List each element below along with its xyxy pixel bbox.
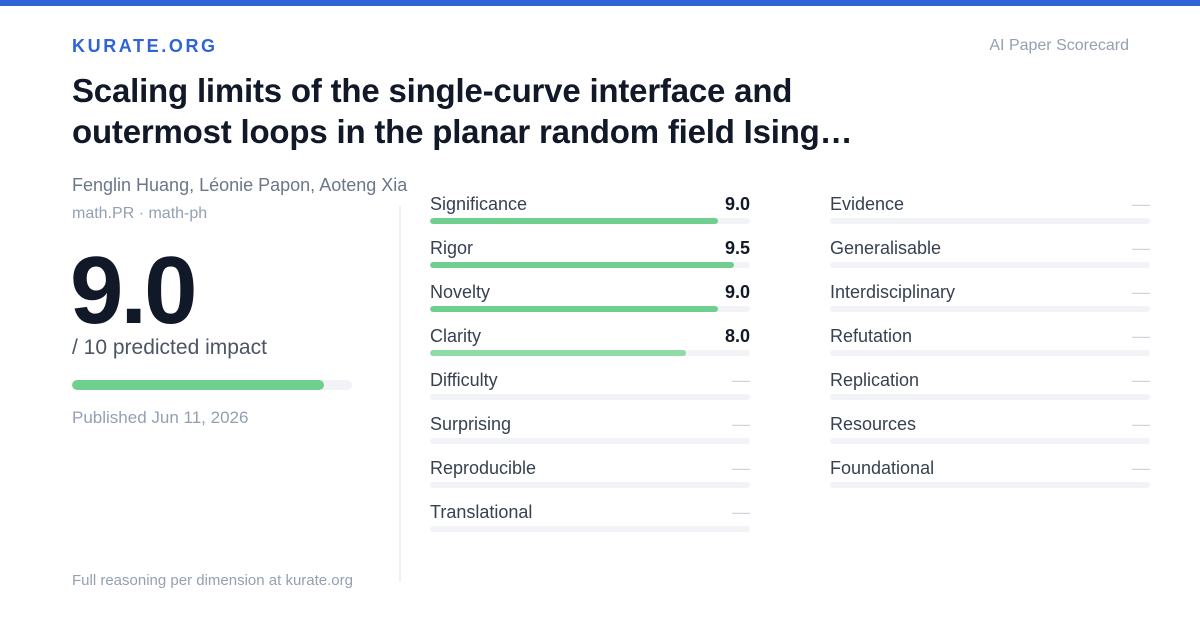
column-divider <box>399 206 401 582</box>
metric-name: Novelty <box>430 282 491 302</box>
metric-rigor: Rigor 9.5 <box>430 236 750 280</box>
metric-name: Refutation <box>830 326 913 346</box>
metric-refutation: Refutation — <box>830 324 1150 368</box>
top-accent-bar <box>0 0 1200 6</box>
metric-value: — <box>732 414 750 434</box>
metric-reproducible: Reproducible — <box>430 456 750 500</box>
metric-clarity: Clarity 8.0 <box>430 324 750 368</box>
metric-difficulty: Difficulty — <box>430 368 750 412</box>
metric-value: — <box>1132 238 1150 258</box>
metrics-column-right: Evidence — Generalisable — Interdisciplinary… <box>830 192 1150 500</box>
metric-bar-track <box>430 218 750 224</box>
metric-bar-track <box>830 438 1150 444</box>
metric-value: — <box>1132 458 1150 478</box>
metric-foundational: Foundational — <box>830 456 1150 500</box>
paper-authors: Fenglin Huang, Léonie Papon, Aoteng Xia <box>72 175 408 195</box>
metric-name: Significance <box>430 194 528 214</box>
impact-score: 9.0 <box>70 237 197 344</box>
footer-note: Full reasoning per dimension at kurate.o… <box>72 572 353 589</box>
metric-generalisable: Generalisable — <box>830 236 1150 280</box>
metric-name: Evidence <box>830 194 905 214</box>
metric-value: 9.5 <box>724 238 750 258</box>
metric-bar-track <box>430 262 750 268</box>
metric-name: Generalisable <box>830 238 942 258</box>
metric-name: Rigor <box>430 238 474 258</box>
metric-bar-fill <box>430 306 718 312</box>
metric-name: Clarity <box>430 326 482 346</box>
metric-bar-track <box>830 262 1150 268</box>
metric-translational: Translational — <box>430 500 750 544</box>
metric-value: 9.0 <box>724 282 750 302</box>
impact-score-bar <box>72 380 352 390</box>
metric-replication: Replication — <box>830 368 1150 412</box>
metric-value: — <box>1132 326 1150 346</box>
metric-value: — <box>1132 282 1150 302</box>
metric-value: 8.0 <box>724 326 750 346</box>
metric-bar-track <box>430 482 750 488</box>
metric-name: Surprising <box>430 414 512 434</box>
metric-value: — <box>1132 194 1150 214</box>
metric-name: Replication <box>830 370 920 390</box>
metric-value: 9.0 <box>724 194 750 214</box>
metric-value: — <box>1132 414 1150 434</box>
metric-value: — <box>1132 370 1150 390</box>
metric-bar-track <box>830 394 1150 400</box>
metric-bar-fill <box>430 350 686 356</box>
metric-name: Difficulty <box>430 370 498 390</box>
metrics-column-left: Significance 9.0 Rigor 9.5 Novelty 9.0 Clarity… <box>430 192 750 544</box>
metric-interdisciplinary: Interdisciplinary — <box>830 280 1150 324</box>
metric-bar-fill <box>430 218 718 224</box>
metric-value: — <box>732 458 750 478</box>
metric-bar-track <box>430 350 750 356</box>
brand-logo[interactable]: KURATE.ORG <box>72 36 218 56</box>
metric-name: Translational <box>430 502 533 522</box>
metric-name: Interdisciplinary <box>830 282 956 302</box>
metric-bar-track <box>430 306 750 312</box>
metric-name: Resources <box>830 414 917 434</box>
metric-bar-track <box>430 438 750 444</box>
metric-bar-track <box>830 482 1150 488</box>
metric-surprising: Surprising — <box>430 412 750 456</box>
metric-novelty: Novelty 9.0 <box>430 280 750 324</box>
impact-score-label: / 10 predicted impact <box>72 336 267 359</box>
metric-value: — <box>732 502 750 522</box>
metric-bar-track <box>830 306 1150 312</box>
impact-score-bar-fill <box>72 380 324 390</box>
metric-bar-track <box>830 218 1150 224</box>
metric-name: Foundational <box>830 458 935 478</box>
metric-bar-track <box>430 526 750 532</box>
metric-significance: Significance 9.0 <box>430 192 750 236</box>
metric-resources: Resources — <box>830 412 1150 456</box>
metric-value: — <box>732 370 750 390</box>
metric-bar-fill <box>430 262 734 268</box>
metric-name: Reproducible <box>430 458 537 478</box>
tagline: AI Paper Scorecard <box>989 37 1129 54</box>
metric-bar-track <box>430 394 750 400</box>
paper-title: Scaling limits of the single-curve inter… <box>72 72 853 150</box>
metric-bar-track <box>830 350 1150 356</box>
metric-evidence: Evidence — <box>830 192 1150 236</box>
paper-categories: math.PR · math-ph <box>72 205 208 222</box>
published-date: Published Jun 11, 2026 <box>72 408 249 427</box>
